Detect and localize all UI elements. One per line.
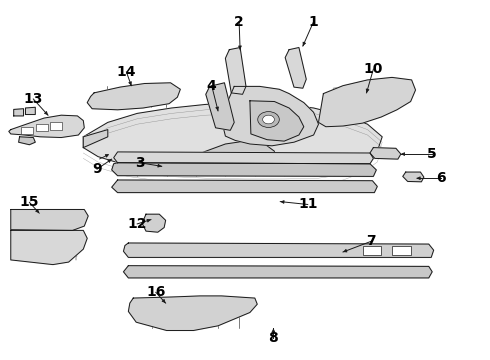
Polygon shape xyxy=(112,163,376,176)
Polygon shape xyxy=(11,210,88,230)
Bar xyxy=(36,124,48,131)
Bar xyxy=(363,246,381,255)
Polygon shape xyxy=(112,180,377,193)
Polygon shape xyxy=(285,48,306,88)
Text: 11: 11 xyxy=(298,198,318,211)
Text: 6: 6 xyxy=(436,171,446,185)
Text: 12: 12 xyxy=(127,217,147,231)
Polygon shape xyxy=(172,141,274,172)
Polygon shape xyxy=(225,48,246,94)
Polygon shape xyxy=(370,148,401,159)
Polygon shape xyxy=(14,109,24,116)
Text: 4: 4 xyxy=(207,79,217,93)
Polygon shape xyxy=(83,103,382,174)
Bar xyxy=(21,127,33,134)
Bar xyxy=(392,246,411,255)
Circle shape xyxy=(258,112,279,127)
Text: 13: 13 xyxy=(24,92,43,106)
Polygon shape xyxy=(123,266,432,278)
Text: 3: 3 xyxy=(135,156,145,170)
Text: 14: 14 xyxy=(117,65,136,79)
Polygon shape xyxy=(223,86,318,146)
Text: 7: 7 xyxy=(367,234,376,248)
Polygon shape xyxy=(318,77,416,127)
Text: 2: 2 xyxy=(234,15,244,28)
Polygon shape xyxy=(87,83,180,110)
Text: 1: 1 xyxy=(309,15,318,28)
Polygon shape xyxy=(19,137,35,145)
Polygon shape xyxy=(9,115,84,138)
Polygon shape xyxy=(206,83,234,130)
Polygon shape xyxy=(250,101,304,141)
Polygon shape xyxy=(403,172,424,182)
Circle shape xyxy=(263,115,274,124)
Polygon shape xyxy=(25,107,35,114)
Polygon shape xyxy=(83,130,108,148)
Bar xyxy=(50,122,62,130)
Text: 10: 10 xyxy=(364,62,383,76)
Polygon shape xyxy=(11,230,87,265)
Polygon shape xyxy=(123,243,434,257)
Text: 8: 8 xyxy=(269,331,278,345)
Polygon shape xyxy=(142,214,166,232)
Polygon shape xyxy=(114,152,373,164)
Polygon shape xyxy=(128,296,257,330)
Text: 16: 16 xyxy=(146,285,166,299)
Text: 15: 15 xyxy=(20,195,39,209)
Text: 5: 5 xyxy=(427,147,437,161)
Text: 9: 9 xyxy=(92,162,102,176)
